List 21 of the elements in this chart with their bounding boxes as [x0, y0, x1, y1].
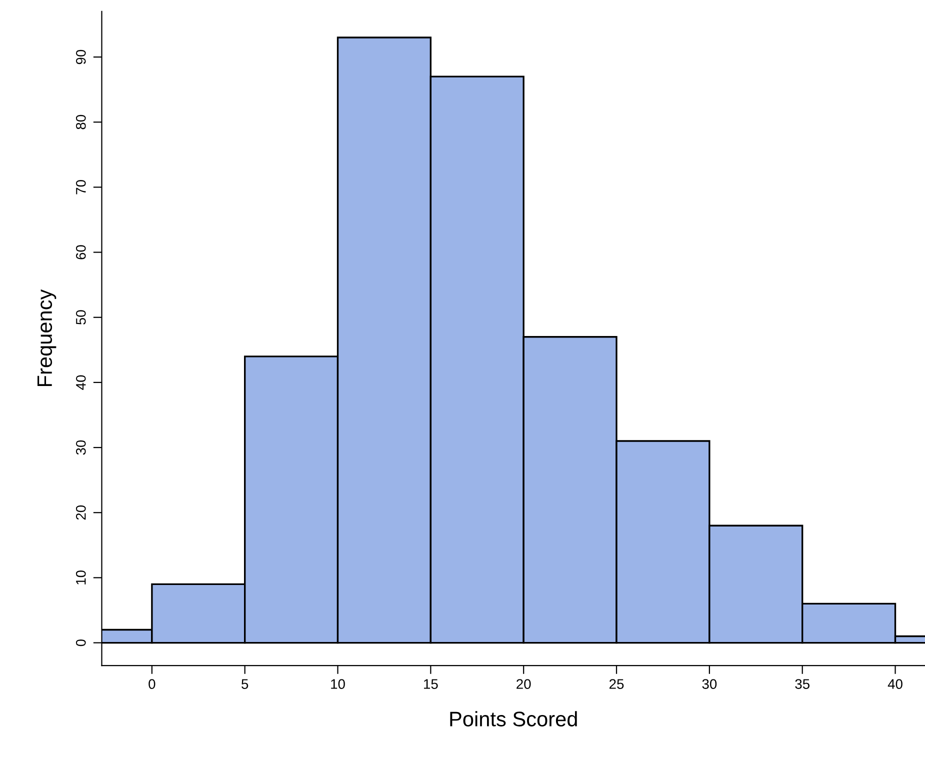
- x-tick-label: 0: [148, 679, 156, 689]
- x-tick-label: 40: [888, 679, 902, 689]
- y-tick-label: 40: [76, 375, 86, 390]
- y-tick-label: 80: [76, 114, 86, 130]
- x-axis-title: Points Scored: [450, 711, 577, 726]
- x-tick-label: 20: [516, 679, 531, 689]
- y-tick-label: 70: [76, 180, 86, 194]
- y-tick-label: 0: [76, 639, 86, 646]
- y-tick-label: 60: [76, 245, 86, 260]
- y-tick-label: 20: [76, 505, 86, 520]
- y-tick-label: 10: [76, 570, 86, 584]
- x-tick-label: 35: [795, 679, 810, 689]
- x-tick-label: 25: [609, 679, 624, 689]
- x-tick-label: 15: [424, 679, 438, 689]
- x-tick-label: 5: [242, 679, 248, 689]
- x-tick-label: 30: [702, 679, 717, 689]
- x-tick-label: 10: [331, 679, 345, 689]
- y-tick-label: 30: [76, 440, 86, 455]
- y-tick-label: 50: [76, 310, 86, 325]
- y-tick-label: 90: [76, 50, 86, 64]
- y-axis-title: Frequency: [38, 289, 56, 386]
